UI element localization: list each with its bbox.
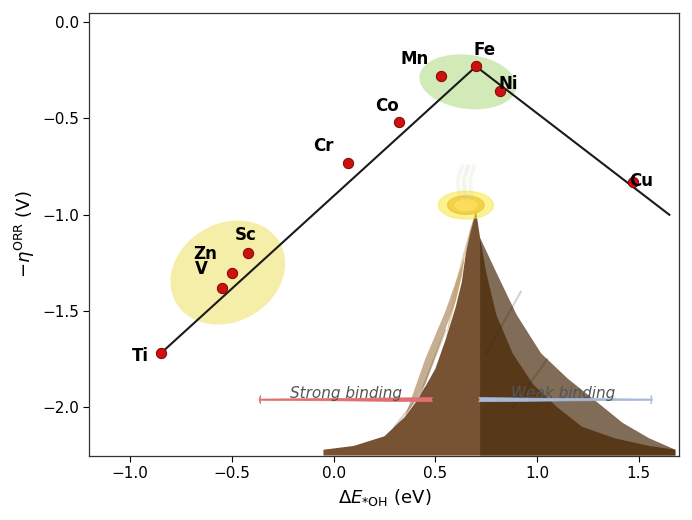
Point [155,349,166,358]
Point [495,87,506,96]
Text: Ti: Ti [131,347,149,365]
Point [243,249,254,257]
Text: Strong binding: Strong binding [290,386,402,401]
Polygon shape [405,211,476,417]
Polygon shape [448,196,484,214]
Text: Weak binding: Weak binding [511,386,616,401]
Y-axis label: $-\eta^{\mathrm{ORR}}$ (V): $-\eta^{\mathrm{ORR}}$ (V) [12,190,37,278]
Point [226,268,237,277]
Polygon shape [480,238,675,456]
Text: V: V [195,261,208,278]
Polygon shape [439,191,493,219]
Text: Co: Co [374,97,399,114]
Ellipse shape [170,220,285,324]
Polygon shape [455,200,477,211]
Point [471,62,482,71]
Ellipse shape [419,55,516,109]
Point [436,72,447,80]
Text: Zn: Zn [194,245,217,263]
Text: Sc: Sc [235,226,257,244]
Text: Ni: Ni [499,75,518,94]
X-axis label: $\Delta E_{*\mathrm{OH}}$ (eV): $\Delta E_{*\mathrm{OH}}$ (eV) [338,487,431,508]
Polygon shape [446,211,476,340]
Text: Mn: Mn [401,50,429,68]
Text: Fe: Fe [473,41,495,59]
Point [393,118,404,126]
Point [216,284,227,292]
Text: Cr: Cr [313,137,334,155]
Point [343,159,354,167]
Text: Cu: Cu [629,172,653,190]
Point [627,178,638,186]
Polygon shape [323,211,675,456]
